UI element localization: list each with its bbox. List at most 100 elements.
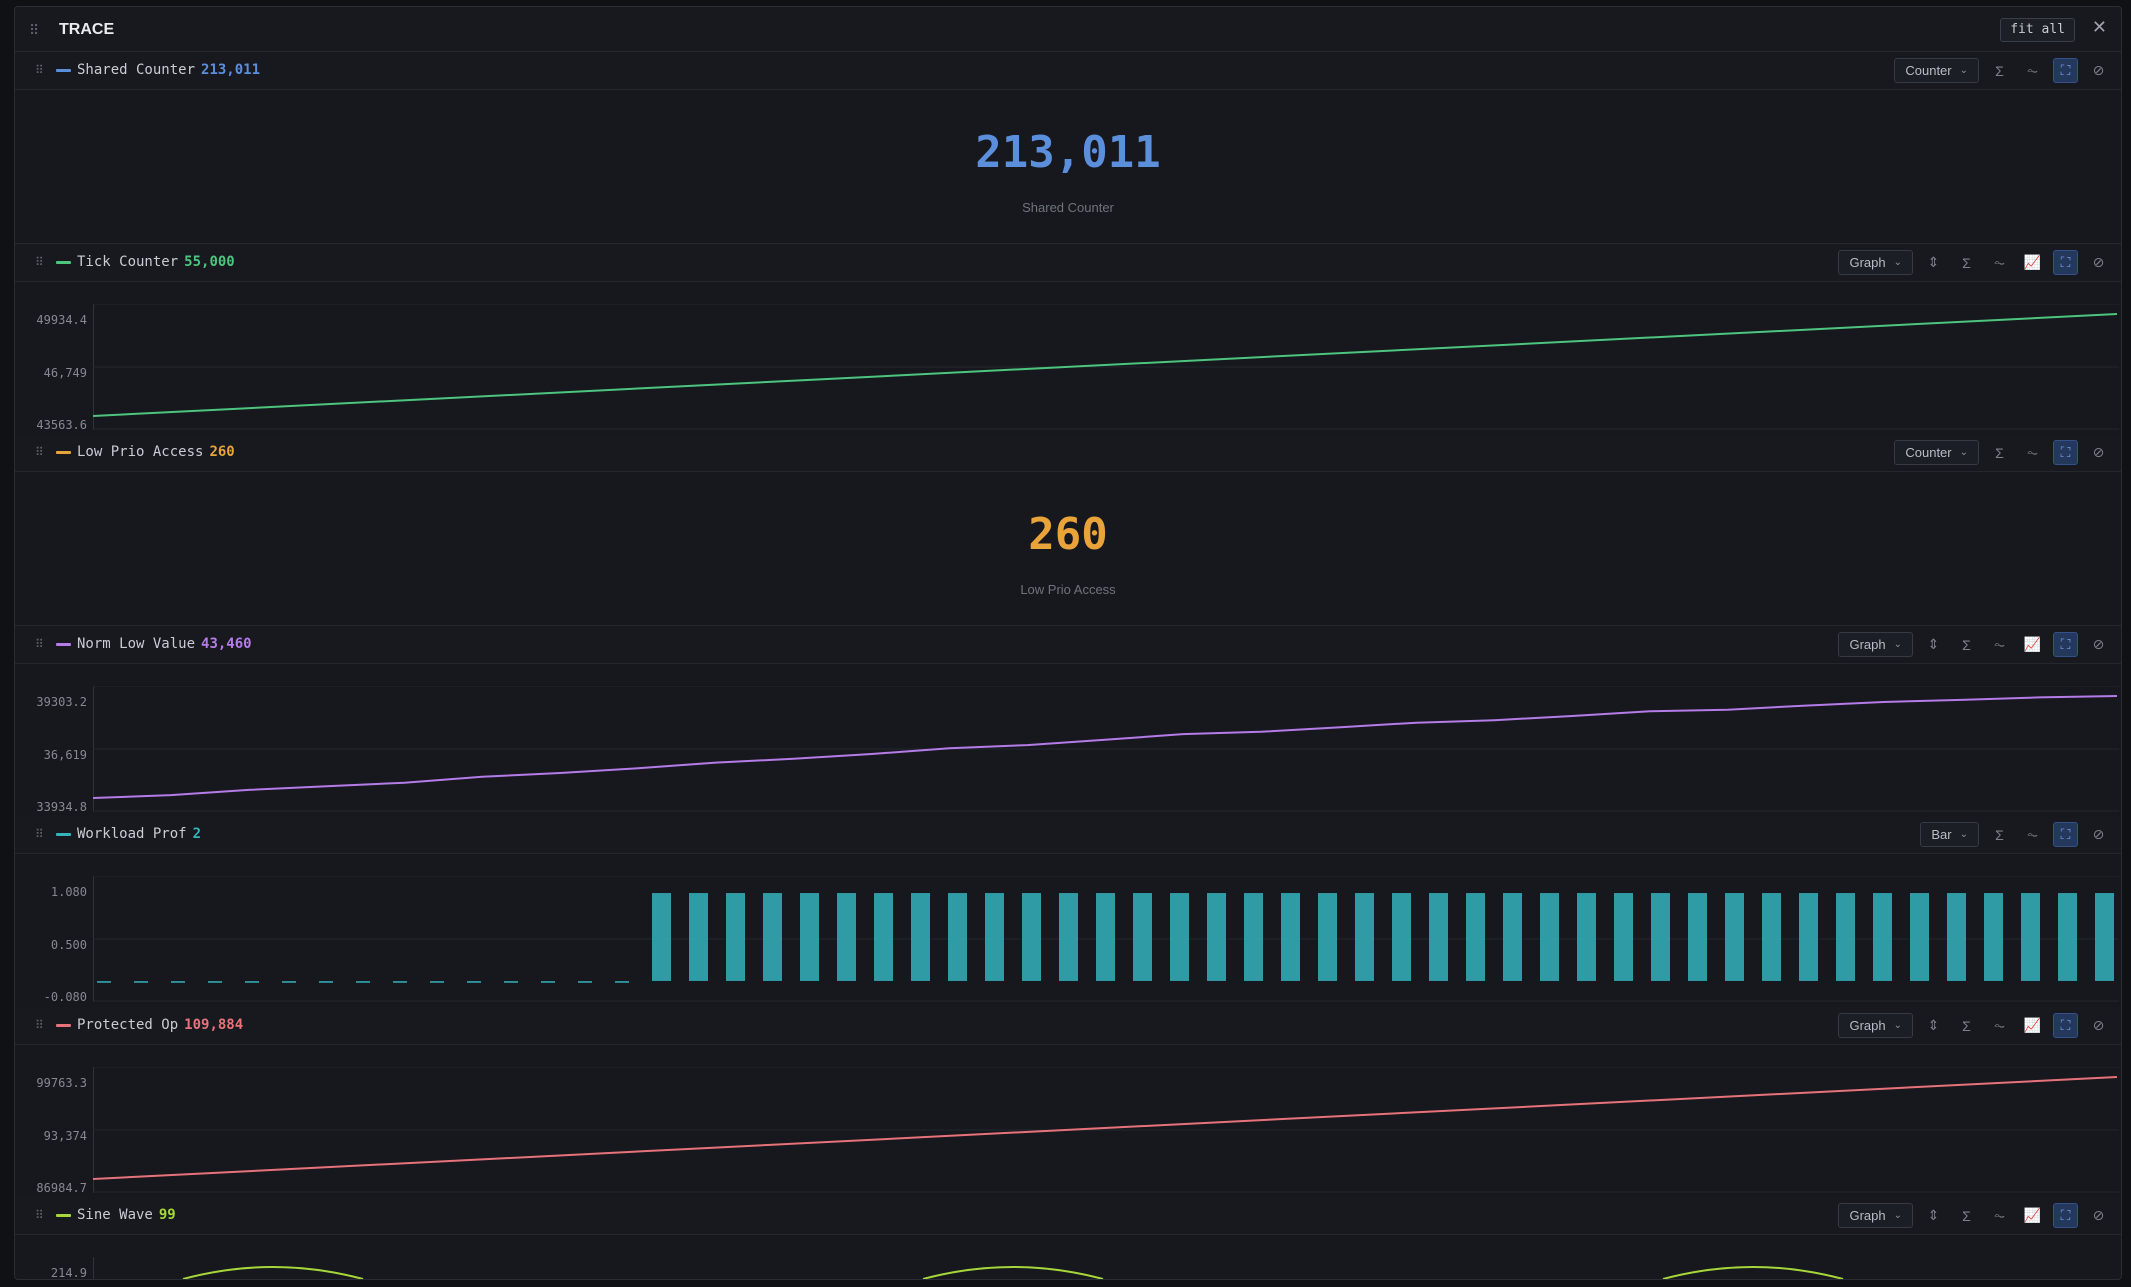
hide-icon[interactable]: ⊘ — [2092, 254, 2105, 270]
track-name: Workload Prof 2 — [77, 826, 202, 842]
bar — [1651, 893, 1670, 981]
mode-select[interactable]: Graph ⌄ — [1838, 632, 1913, 657]
area-chart-icon[interactable]: 📈 — [2023, 1207, 2042, 1223]
bar — [2021, 893, 2040, 981]
drag-handle-icon[interactable]: ⠿ — [35, 255, 44, 269]
track-name: Sine Wave 99 — [77, 1207, 176, 1223]
sum-icon[interactable]: Σ — [1995, 444, 2004, 461]
drag-handle-icon[interactable]: ⠿ — [35, 63, 44, 77]
sum-icon[interactable]: Σ — [1962, 636, 1971, 653]
wave-icon[interactable]: ⏦ — [2026, 826, 2039, 842]
sine-wave-plot[interactable] — [93, 1257, 2119, 1279]
sum-icon[interactable]: Σ — [1962, 1017, 1971, 1034]
sum-icon[interactable]: Σ — [1995, 62, 2004, 79]
track-name: Shared Counter 213,011 — [77, 62, 261, 78]
drag-handle-icon[interactable]: ⠿ — [35, 445, 44, 459]
drag-handle-icon[interactable]: ⠿ — [35, 827, 44, 841]
fit-y-icon[interactable]: ⇕ — [1927, 1207, 1940, 1223]
bar — [1244, 893, 1263, 981]
mode-select[interactable]: Counter ⌄ — [1894, 440, 1979, 465]
y-tick-label: 43563.6 — [36, 418, 87, 432]
protected-op-plot[interactable] — [93, 1067, 2119, 1193]
area-chart-icon[interactable]: 📈 — [2023, 1017, 2042, 1033]
close-icon[interactable]: ✕ — [2091, 17, 2107, 37]
fit-y-icon[interactable]: ⇕ — [1927, 1017, 1940, 1033]
series-line — [93, 1076, 2118, 1180]
fit-y-icon[interactable]: ⇕ — [1927, 636, 1940, 652]
fullscreen-icon[interactable]: ⛶ — [2053, 632, 2078, 657]
drag-handle-icon[interactable]: ⠿ — [35, 1018, 44, 1032]
bar — [837, 893, 856, 981]
fullscreen-icon[interactable]: ⛶ — [2053, 58, 2078, 83]
bar — [1762, 893, 1781, 981]
wave-icon[interactable]: ⏦ — [2026, 62, 2039, 78]
track-toolbar: Graph ⌄ ⇕ Σ ⏦ 📈 ⛶ ⊘ — [1838, 1203, 2111, 1228]
fit-all-button[interactable]: fit all — [2000, 18, 2075, 42]
track-header: ⠿ Sine Wave 99 Graph ⌄ ⇕ Σ ⏦ 📈 ⛶ ⊘ — [15, 1197, 2121, 1235]
track-name: Tick Counter 55,000 — [77, 254, 235, 270]
hide-icon[interactable]: ⊘ — [2092, 1017, 2105, 1033]
series-line — [93, 313, 2118, 417]
track-toolbar: Graph ⌄ ⇕ Σ ⏦ 📈 ⛶ ⊘ — [1838, 1013, 2111, 1038]
hide-icon[interactable]: ⊘ — [2092, 1207, 2105, 1223]
bar — [1429, 893, 1448, 981]
hide-icon[interactable]: ⊘ — [2092, 444, 2105, 460]
bar — [1799, 893, 1818, 981]
mode-select[interactable]: Graph ⌄ — [1838, 1203, 1913, 1228]
trace-panel: ⠿ TRACE fit all ✕ ⠿ Shared Counter 213,01… — [14, 6, 2122, 1280]
fit-y-icon[interactable]: ⇕ — [1927, 254, 1940, 270]
counter-big-value: 213,011 — [975, 127, 1161, 178]
track-header: ⠿ Tick Counter 55,000 Graph ⌄ ⇕ Σ ⏦ 📈 ⛶ ⊘ — [15, 244, 2121, 282]
track-toolbar: Bar ⌄ Σ ⏦ ⛶ ⊘ — [1920, 822, 2111, 847]
track-current-value: 109,884 — [184, 1017, 244, 1033]
hide-icon[interactable]: ⊘ — [2092, 636, 2105, 652]
wave-icon[interactable]: ⏦ — [1993, 254, 2006, 270]
bar — [1688, 893, 1707, 981]
chevron-down-icon: ⌄ — [1959, 829, 1968, 840]
series-color-swatch — [56, 1214, 71, 1217]
sine-wave-arc — [922, 1266, 1104, 1279]
wave-icon[interactable]: ⏦ — [1993, 636, 2006, 652]
fullscreen-icon[interactable]: ⛶ — [2053, 440, 2078, 465]
chevron-down-icon: ⌄ — [1893, 257, 1902, 268]
wave-icon[interactable]: ⏦ — [2026, 444, 2039, 460]
wave-icon[interactable]: ⏦ — [1993, 1017, 2006, 1033]
y-tick-label: 46,749 — [43, 366, 87, 380]
bar — [1059, 893, 1078, 981]
mode-select[interactable]: Graph ⌄ — [1838, 250, 1913, 275]
drag-handle-icon[interactable]: ⠿ — [35, 1208, 44, 1222]
tick-counter-plot[interactable] — [93, 304, 2119, 430]
sum-icon[interactable]: Σ — [1962, 1207, 1971, 1224]
y-tick-label: 93,374 — [43, 1129, 87, 1143]
workload-prof-plot[interactable] — [93, 876, 2119, 1002]
y-tick-label: 1.080 — [50, 885, 87, 899]
bar — [1984, 893, 2003, 981]
mode-select[interactable]: Graph ⌄ — [1838, 1013, 1913, 1038]
fullscreen-icon[interactable]: ⛶ — [2053, 1203, 2078, 1228]
bar — [1281, 893, 1300, 981]
bar — [1096, 893, 1115, 981]
bar — [1355, 893, 1374, 981]
wave-icon[interactable]: ⏦ — [1993, 1207, 2006, 1223]
drag-handle-icon[interactable]: ⠿ — [29, 22, 39, 38]
fullscreen-icon[interactable]: ⛶ — [2053, 250, 2078, 275]
bar — [948, 893, 967, 981]
fullscreen-icon[interactable]: ⛶ — [2053, 822, 2078, 847]
sum-icon[interactable]: Σ — [1995, 826, 2004, 843]
drag-handle-icon[interactable]: ⠿ — [35, 637, 44, 651]
area-chart-icon[interactable]: 📈 — [2023, 636, 2042, 652]
bar — [1540, 893, 1559, 981]
sum-icon[interactable]: Σ — [1962, 254, 1971, 271]
hide-icon[interactable]: ⊘ — [2092, 826, 2105, 842]
area-chart-icon[interactable]: 📈 — [2023, 254, 2042, 270]
track-norm-low-value: ⠿ Norm Low Value 43,460 Graph ⌄ ⇕ Σ ⏦ 📈 ⛶ … — [15, 626, 2121, 817]
y-tick-label: 33934.8 — [36, 800, 87, 814]
y-tick-label: 86984.7 — [36, 1181, 87, 1195]
fullscreen-icon[interactable]: ⛶ — [2053, 1013, 2078, 1038]
track-name: Low Prio Access 260 — [77, 444, 235, 460]
mode-select[interactable]: Counter ⌄ — [1894, 58, 1979, 83]
hide-icon[interactable]: ⊘ — [2092, 62, 2105, 78]
norm-low-value-plot[interactable] — [93, 686, 2119, 812]
mode-select[interactable]: Bar ⌄ — [1920, 822, 1979, 847]
bar — [985, 893, 1004, 981]
